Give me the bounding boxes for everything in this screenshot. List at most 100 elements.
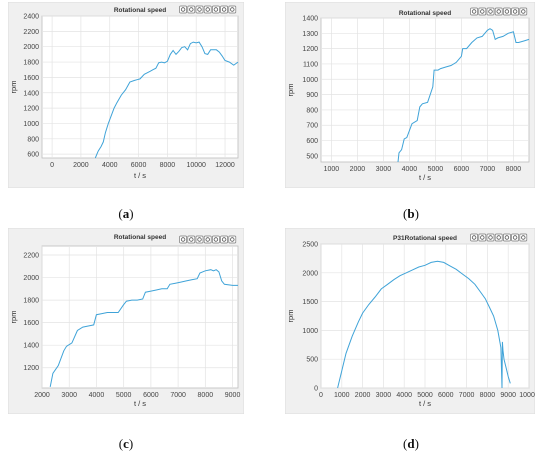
x-tick-label: 4000: [402, 166, 418, 173]
caption-a-letter: a: [122, 206, 130, 221]
y-tick-label: 1400: [302, 16, 318, 23]
y-tick-label: 1200: [23, 365, 39, 372]
y-tick-label: 1600: [23, 75, 39, 82]
export-icon[interactable]: [195, 235, 204, 244]
caption-c-letter: c: [123, 436, 129, 451]
zoom-in-icon[interactable]: [212, 5, 220, 14]
y-tick-label: 1000: [23, 121, 39, 128]
chart-title: P31Rotational speed: [393, 235, 457, 242]
y-tick-label: 2200: [23, 253, 39, 260]
home-icon[interactable]: [519, 233, 528, 242]
y-tick-label: 1000: [302, 77, 318, 84]
data-tip-icon[interactable]: [478, 233, 487, 242]
x-tick-label: 10000: [186, 162, 206, 169]
chart-title: Rotational speed: [399, 10, 451, 17]
y-tick-label: 2400: [23, 14, 39, 21]
y-tick-label: 1500: [302, 299, 318, 306]
series-line: [337, 260, 511, 389]
y-tick-label: 1000: [302, 328, 318, 335]
y-tick-label: 1200: [23, 106, 39, 113]
y-tick-label: 500: [306, 357, 318, 364]
caption-c: (c): [118, 436, 134, 451]
x-tick-label: 8000: [198, 392, 214, 399]
series-line: [94, 41, 239, 159]
series-line: [49, 269, 238, 387]
x-tick-label: 2000: [34, 392, 50, 399]
axes-toolbar: [179, 5, 237, 14]
x-tick-label: 8000: [480, 392, 496, 399]
x-tick-label: 1000: [324, 166, 340, 173]
zoom-out-icon[interactable]: [220, 5, 228, 14]
zoom-out-icon[interactable]: [220, 235, 228, 244]
x-tick-label: 12000: [215, 162, 235, 169]
y-tick-label: 0: [314, 386, 318, 393]
x-tick-label: 9000: [225, 392, 241, 399]
y-tick-label: 1600: [23, 320, 39, 327]
chart-c-svg: 2000 3000 4000 5000 6000 7000 8000 9000 1200 1400…: [8, 228, 244, 414]
x-tick-label: 9000: [500, 392, 516, 399]
zoom-out-icon[interactable]: [511, 7, 519, 16]
pan-icon[interactable]: [203, 235, 212, 244]
caption-d: (d): [403, 436, 419, 451]
x-tick-label: 0: [319, 392, 323, 399]
y-tick-label: 2500: [302, 242, 318, 249]
zoom-in-icon[interactable]: [503, 7, 511, 16]
y-tick-label: 2200: [23, 29, 39, 36]
x-tick-label: 3000: [376, 166, 392, 173]
x-tick-label: 3000: [61, 392, 77, 399]
zoom-in-icon[interactable]: [503, 233, 511, 242]
export-icon[interactable]: [195, 5, 204, 14]
plot-area: [41, 245, 239, 389]
y-axis-label: rpm: [286, 310, 295, 323]
x-tick-label: 6000: [454, 166, 470, 173]
x-axis-label: t / s: [134, 171, 146, 180]
y-tick-label: 700: [306, 123, 318, 130]
y-tick-label: 600: [306, 138, 318, 145]
export-icon[interactable]: [486, 7, 495, 16]
data-tip-icon[interactable]: [187, 235, 196, 244]
x-axis-label: t / s: [419, 399, 431, 408]
y-axis-label: rpm: [286, 84, 295, 97]
home-icon[interactable]: [519, 7, 528, 16]
zoom-in-icon[interactable]: [212, 235, 220, 244]
pan-icon[interactable]: [494, 7, 503, 16]
zoom-out-icon[interactable]: [511, 233, 519, 242]
x-tick-label: 1000: [334, 392, 350, 399]
axes-toolbar: [179, 235, 237, 244]
y-axis-label: rpm: [9, 311, 18, 324]
series-line: [397, 28, 530, 163]
data-tip-icon[interactable]: [187, 5, 196, 14]
pan-icon[interactable]: [494, 233, 503, 242]
chart-a-svg: 0 2000 4000 6000 8000 10000 12000 600 800 1000 120…: [8, 2, 244, 188]
x-tick-label: 4000: [89, 392, 105, 399]
y-tick-label: 1800: [23, 298, 39, 305]
y-tick-label: 900: [306, 92, 318, 99]
plot-area: [41, 15, 239, 159]
y-tick-label: 1400: [23, 343, 39, 350]
chart-title: Rotational speed: [114, 7, 166, 14]
x-tick-label: 7000: [480, 166, 496, 173]
x-tick-label: 4000: [396, 392, 412, 399]
x-tick-label: 5000: [417, 392, 433, 399]
y-axis-label: rpm: [9, 81, 18, 94]
x-tick-label: 8000: [506, 166, 522, 173]
x-tick-label: 7000: [170, 392, 186, 399]
caption-b: (b): [403, 206, 419, 221]
x-axis-label: t / s: [419, 173, 431, 182]
home-icon[interactable]: [228, 235, 237, 244]
x-tick-label: 8000: [160, 162, 176, 169]
pan-icon[interactable]: [203, 5, 212, 14]
data-tip-icon[interactable]: [478, 7, 487, 16]
brush-icon[interactable]: [470, 233, 478, 242]
axes-toolbar: [470, 7, 528, 16]
chart-panel-d: 0 1000 2000 3000 4000 5000 6000 7000 8000 9000 100…: [285, 228, 535, 414]
y-tick-label: 1200: [302, 46, 318, 53]
home-icon[interactable]: [228, 5, 237, 14]
export-icon[interactable]: [486, 233, 495, 242]
y-tick-label: 500: [306, 153, 318, 160]
y-tick-label: 1300: [302, 31, 318, 38]
brush-icon[interactable]: [179, 5, 187, 14]
chart-b-svg: 1000 2000 3000 4000 5000 6000 7000 8000 500 600 70…: [285, 2, 535, 188]
brush-icon[interactable]: [470, 7, 478, 16]
brush-icon[interactable]: [179, 235, 187, 244]
